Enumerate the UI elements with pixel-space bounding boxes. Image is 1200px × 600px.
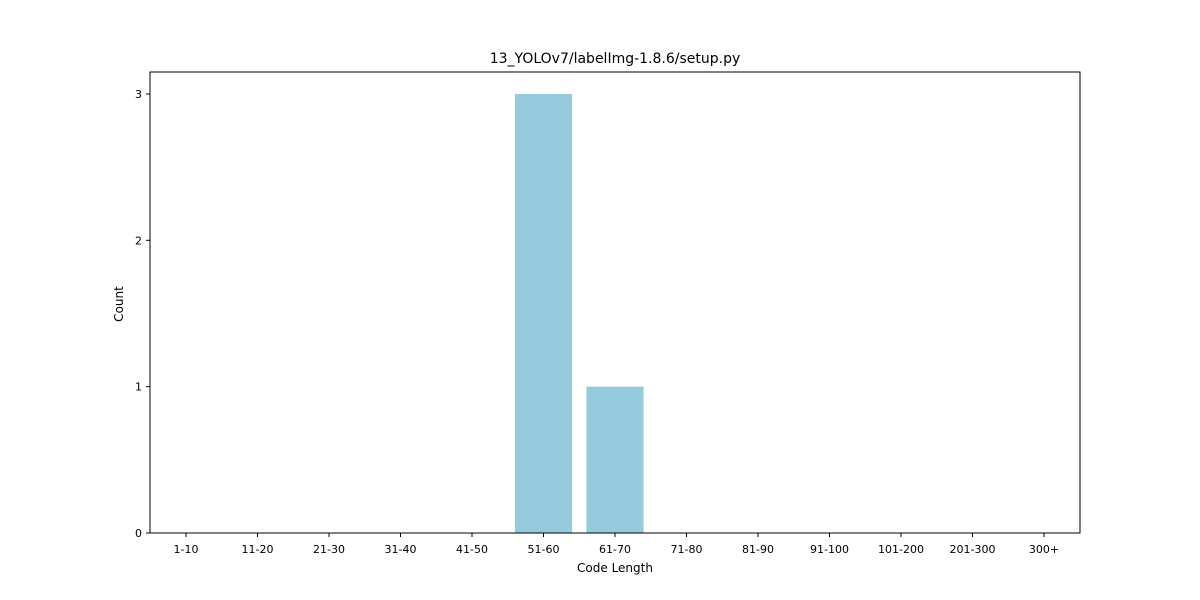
chart-title: 13_YOLOv7/labelImg-1.8.6/setup.py [490, 51, 741, 67]
x-axis-label: Code Length [577, 561, 653, 575]
x-tick-label: 61-70 [599, 543, 631, 556]
x-tick-label: 81-90 [742, 543, 774, 556]
y-tick-label: 1 [135, 381, 142, 394]
x-tick-label: 11-20 [242, 543, 274, 556]
x-tick-label: 41-50 [456, 543, 488, 556]
x-tick-label: 31-40 [385, 543, 417, 556]
x-tick-label: 71-80 [671, 543, 703, 556]
y-axis-label: Count [112, 286, 126, 322]
y-tick-label: 3 [135, 88, 142, 101]
y-tick-label: 0 [135, 527, 142, 540]
x-tick-label: 201-300 [950, 543, 996, 556]
x-tick-label: 300+ [1029, 543, 1059, 556]
x-tick-label: 21-30 [313, 543, 345, 556]
x-tick-label: 101-200 [878, 543, 924, 556]
x-tick-label: 51-60 [528, 543, 560, 556]
y-tick-label: 2 [135, 234, 142, 247]
y-axis-ticks: 0 1 2 3 [135, 88, 150, 540]
x-tick-label: 1-10 [174, 543, 199, 556]
x-axis-ticks: 1-10 11-20 21-30 31-40 41-50 51-60 61-70 71-80 8… [174, 533, 1059, 556]
bar-61-70 [586, 386, 644, 533]
bar-51-60 [514, 93, 573, 533]
x-tick-label: 91-100 [810, 543, 849, 556]
bars-group [514, 93, 644, 533]
